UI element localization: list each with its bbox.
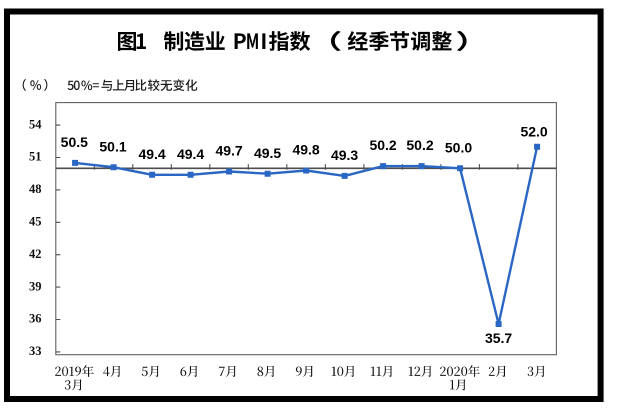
svg-text:45: 45 xyxy=(29,215,42,229)
svg-text:54: 54 xyxy=(29,117,42,131)
svg-text:51: 51 xyxy=(29,150,42,164)
svg-text:42: 42 xyxy=(29,247,42,261)
svg-text:52.0: 52.0 xyxy=(520,123,547,139)
svg-text:49.4: 49.4 xyxy=(177,146,204,162)
svg-text:49.5: 49.5 xyxy=(254,145,281,161)
svg-text:48: 48 xyxy=(29,182,42,196)
svg-text:50.5: 50.5 xyxy=(61,134,88,150)
svg-text:49.8: 49.8 xyxy=(292,142,319,158)
svg-text:49.3: 49.3 xyxy=(331,147,358,163)
svg-text:50.0: 50.0 xyxy=(445,139,472,155)
svg-text:35.7: 35.7 xyxy=(485,330,512,346)
svg-text:49.4: 49.4 xyxy=(138,146,165,162)
svg-text:50.1: 50.1 xyxy=(99,138,126,154)
svg-text:49.7: 49.7 xyxy=(215,143,242,159)
svg-text:50.2: 50.2 xyxy=(369,137,396,153)
svg-text:36: 36 xyxy=(29,312,42,326)
svg-text:50.2: 50.2 xyxy=(406,137,433,153)
svg-text:39: 39 xyxy=(29,279,42,293)
svg-text:33: 33 xyxy=(29,344,42,358)
